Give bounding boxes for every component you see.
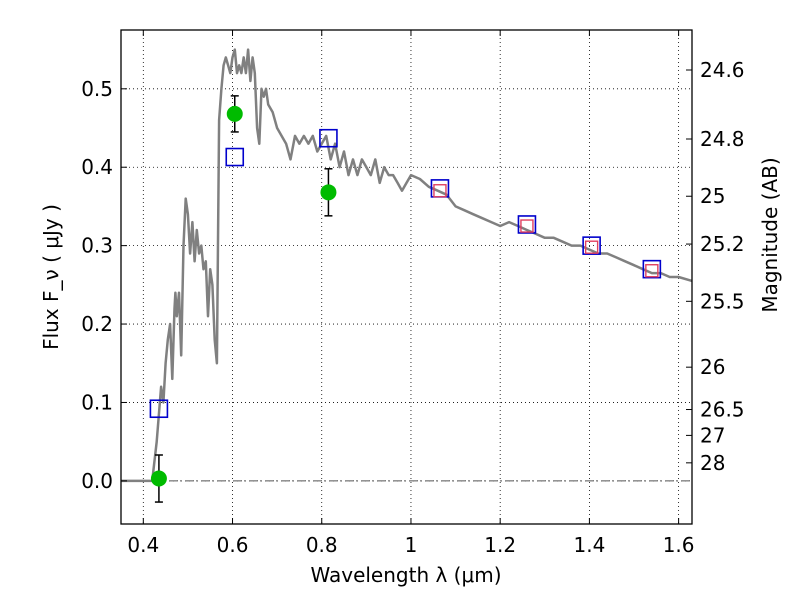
x-tick-label: 1.4 — [573, 533, 605, 557]
model-band-flux-square-alt — [584, 240, 599, 254]
model-band-flux-square-alt — [520, 219, 534, 233]
plot-area — [121, 30, 692, 524]
model-band-flux-square — [582, 236, 601, 255]
magnitude-tick-label: 25.2 — [700, 232, 745, 256]
magnitude-tick-label: 24.8 — [700, 127, 745, 151]
x-tick-label: 0.6 — [217, 533, 249, 557]
magnitude-tick-label: 25.5 — [700, 289, 745, 313]
model-band-flux-square — [149, 399, 169, 419]
model-band-flux-square-alt — [433, 184, 447, 198]
magnitude-tick-label: 28 — [700, 451, 725, 475]
y-axis-label: Flux F_ν ( μJy ) — [39, 204, 63, 350]
model-spectrum-line — [121, 48, 693, 483]
y-tick-label: 0.0 — [81, 469, 113, 493]
magnitude-tick-label: 26.5 — [700, 398, 745, 422]
series-layer — [121, 48, 693, 503]
x-tick-label: 0.8 — [306, 533, 338, 557]
observed-flux-point — [226, 105, 243, 122]
x-tick-label: 1.2 — [484, 533, 516, 557]
x-ticks: 0.4 0.6 0.8 1 1.2 1.4 1.6 — [127, 30, 695, 557]
model-band-flux-square-alt — [645, 264, 659, 278]
model-band-flux-square — [642, 259, 662, 279]
x-tick-label: 1 — [405, 533, 418, 557]
model-band-flux-square — [319, 128, 338, 148]
y-tick-label: 0.2 — [81, 312, 113, 336]
x-tick-label: 1.6 — [663, 533, 695, 557]
magnitude-tick-label: 24.6 — [700, 58, 745, 82]
observed-flux-point — [150, 470, 167, 487]
x-tick-label: 0.4 — [127, 533, 159, 557]
model-band-flux-square — [225, 147, 245, 167]
magnitude-ticks: 24.6 24.8 25 25.2 25.5 26 26.527 28 — [686, 58, 745, 475]
y-tick-label: 0.3 — [81, 234, 113, 258]
magnitude-tick-label: 25 — [700, 184, 725, 208]
y-ticks: 0.0 0.1 0.2 0.3 0.4 0.5 — [81, 77, 127, 493]
plot-frame — [120, 29, 693, 525]
right-axis-label: Magnitude (AB) — [758, 157, 782, 312]
y-tick-label: 0.1 — [81, 390, 113, 414]
model-band-flux-square — [517, 215, 537, 234]
magnitude-tick-label: 26 — [700, 355, 725, 379]
y-tick-label: 0.5 — [81, 77, 113, 101]
x-axis-label: Wavelength λ (μm) — [310, 563, 501, 587]
observed-flux-point — [320, 184, 337, 201]
y-tick-label: 0.4 — [81, 155, 113, 179]
magnitude-tick-label: 27 — [700, 423, 725, 447]
